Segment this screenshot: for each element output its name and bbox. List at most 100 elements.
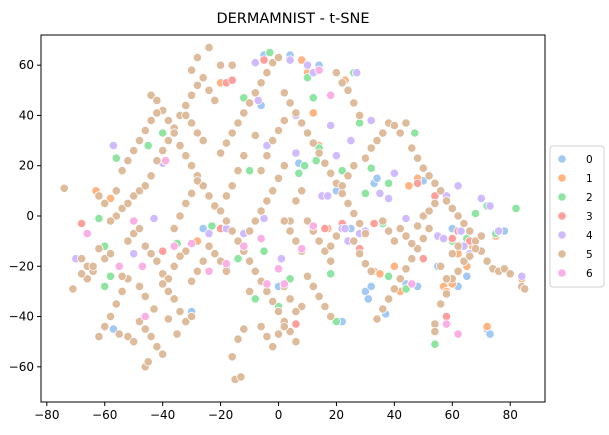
data-point (294, 168, 304, 178)
data-point (302, 73, 313, 83)
data-point (221, 138, 231, 148)
data-point (279, 216, 289, 226)
data-point (233, 166, 243, 176)
data-point (216, 60, 226, 70)
data-point (158, 349, 168, 359)
data-point (268, 296, 278, 307)
data-point (262, 331, 272, 342)
data-point (253, 95, 263, 106)
data-point (273, 52, 284, 63)
data-point (88, 261, 98, 271)
data-point (221, 266, 231, 276)
data-point (129, 229, 139, 239)
data-point (383, 226, 394, 236)
data-point (456, 226, 466, 236)
data-point (250, 266, 260, 276)
data-point (158, 146, 168, 156)
legend-marker (557, 192, 567, 202)
data-point (299, 161, 310, 171)
data-point (158, 279, 168, 289)
data-point (302, 271, 313, 281)
data-point (354, 218, 365, 229)
data-point (372, 173, 382, 183)
data-point (279, 279, 289, 289)
data-point (485, 201, 495, 211)
x-tick-label: 0 (275, 408, 283, 422)
data-point (111, 299, 121, 309)
data-point (143, 357, 153, 367)
data-point (175, 141, 185, 151)
data-point (482, 256, 492, 266)
data-point (363, 294, 373, 304)
data-point (476, 231, 486, 241)
data-point (239, 241, 249, 251)
data-point (372, 136, 382, 146)
data-point (331, 316, 341, 327)
data-point (441, 289, 452, 299)
data-point (285, 226, 295, 236)
data-point (279, 88, 289, 98)
data-point (279, 321, 289, 332)
data-point (239, 93, 249, 103)
x-tick-label: −80 (34, 408, 59, 422)
data-point (111, 153, 121, 163)
y-tick-label: −60 (9, 360, 34, 374)
data-point (198, 181, 208, 191)
data-point (366, 115, 376, 126)
data-point (337, 166, 347, 176)
data-point (169, 294, 179, 304)
data-point (187, 65, 197, 75)
x-tick-label: 20 (329, 408, 344, 422)
data-point (412, 244, 423, 254)
data-point (291, 236, 301, 246)
data-point (418, 163, 428, 173)
data-point (331, 231, 341, 241)
data-point (117, 271, 127, 281)
data-point (360, 153, 370, 163)
data-point (100, 254, 110, 264)
y-tick-label: −40 (9, 310, 34, 324)
data-point (375, 188, 385, 198)
data-point (349, 236, 359, 246)
data-point (114, 261, 124, 271)
data-point (366, 163, 376, 173)
data-point (117, 203, 127, 213)
legend-label: 2 (586, 192, 593, 204)
data-point (320, 246, 330, 256)
data-point (349, 161, 359, 171)
data-point (366, 266, 376, 276)
data-point (520, 284, 530, 294)
data-point (314, 148, 324, 158)
data-point (152, 108, 162, 118)
data-point (326, 168, 336, 178)
data-point (285, 294, 295, 304)
x-axis: −80 −60 −40 −20 0 20 40 60 80 (34, 402, 518, 422)
data-point (187, 90, 197, 100)
data-point (314, 65, 324, 75)
data-point (297, 55, 307, 65)
data-point (181, 151, 191, 161)
data-point (187, 311, 197, 322)
data-point (100, 321, 110, 332)
data-point (129, 337, 139, 347)
data-point (250, 294, 260, 304)
data-point (340, 224, 350, 234)
data-point (262, 151, 272, 161)
data-point (465, 226, 475, 236)
data-point (372, 314, 382, 324)
data-point (227, 226, 237, 236)
x-tick-label: −20 (208, 408, 233, 422)
data-point (320, 224, 330, 234)
data-point (314, 291, 324, 301)
data-point (517, 271, 527, 281)
data-point (470, 208, 481, 219)
data-point (152, 156, 162, 166)
data-point (285, 98, 295, 108)
legend: 0 1 2 3 4 5 6 (549, 145, 605, 288)
data-point (343, 85, 353, 95)
legend-label: 5 (586, 249, 593, 261)
y-tick-label: 0 (26, 209, 34, 223)
data-point (404, 181, 414, 191)
data-point (314, 236, 324, 246)
